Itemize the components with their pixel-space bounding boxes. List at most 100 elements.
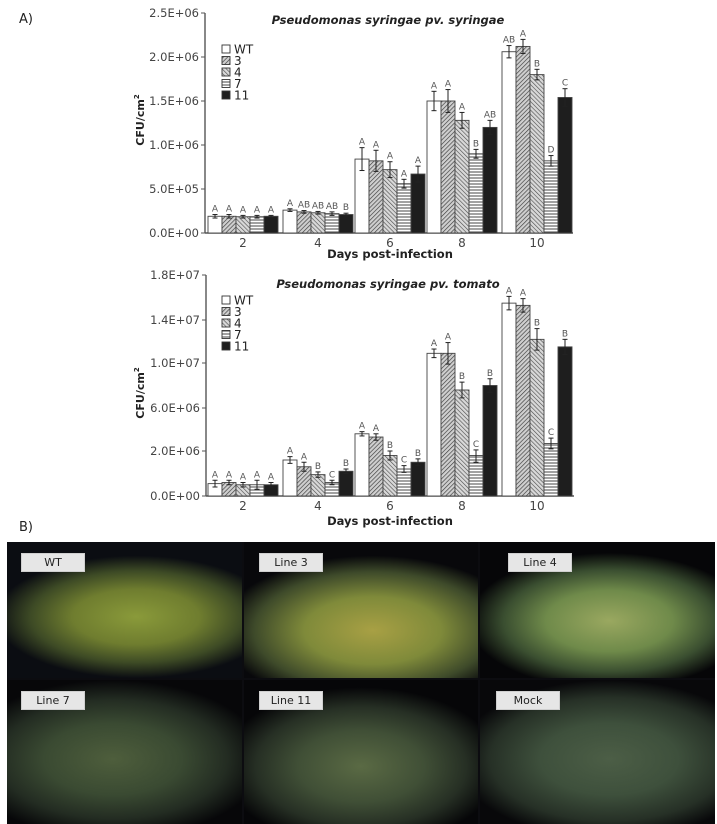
photo-label: Line 4 (508, 553, 572, 572)
legend-entry: 7 (234, 77, 242, 91)
significance-letter: A (240, 473, 247, 483)
bar (515, 304, 531, 497)
legend-entry: 4 (234, 317, 242, 331)
photo-label: Mock (496, 691, 560, 710)
x-tick-label: 10 (529, 236, 544, 250)
significance-letter: A (240, 205, 247, 215)
significance-letter: A (268, 473, 275, 483)
significance-letter: A (387, 152, 394, 162)
significance-letter: C (562, 79, 568, 89)
photo-line-7: Line 7 (7, 680, 242, 824)
bar (557, 346, 573, 497)
legend-entry: 11 (234, 340, 249, 354)
significance-letter: B (459, 372, 465, 382)
bar (396, 183, 412, 234)
bar (501, 302, 517, 497)
bar (338, 214, 354, 234)
significance-letter: A (301, 452, 308, 462)
bar (482, 385, 498, 497)
bar (410, 461, 426, 497)
significance-letter: AB (484, 110, 496, 120)
photo-label: Line 3 (259, 553, 323, 572)
photo-wt: WT (7, 542, 242, 678)
significance-letter: A (401, 169, 408, 179)
significance-letter: A (287, 447, 294, 457)
x-tick-label: 10 (529, 499, 544, 513)
significance-letter: C (329, 470, 335, 480)
significance-letter: AB (312, 201, 324, 211)
bar (221, 215, 237, 234)
significance-letter: B (343, 203, 349, 213)
bar (426, 352, 442, 497)
significance-letter: D (548, 146, 555, 156)
bar (440, 352, 456, 497)
bar (282, 209, 298, 234)
bar (501, 51, 517, 234)
significance-letter: A (459, 102, 466, 112)
x-axis-label: Days post-infection (327, 514, 453, 528)
significance-letter: A (254, 470, 261, 480)
legend-entry: WT (234, 43, 254, 57)
significance-letter: AB (326, 202, 338, 212)
bar (235, 216, 251, 234)
significance-letter: A (520, 289, 527, 299)
bar (249, 216, 265, 234)
bar (354, 433, 370, 497)
photo-label: Line 7 (21, 691, 85, 710)
significance-letter: B (534, 59, 540, 69)
y-tick-label: 2.5E+06 (149, 6, 199, 20)
significance-letter: B (473, 139, 479, 149)
significance-letter: A (431, 339, 438, 349)
y-axis-label: CFU/cm2 (133, 94, 147, 146)
photo-mock: Mock (480, 680, 715, 824)
x-tick-label: 2 (239, 499, 247, 513)
significance-letter: B (487, 369, 493, 379)
x-tick-label: 4 (314, 236, 322, 250)
photo-label: Line 11 (259, 691, 323, 710)
y-tick-label: 0.0E+00 (149, 226, 199, 240)
y-tick-label: 1.5E+06 (149, 94, 199, 108)
significance-letter: B (387, 441, 393, 451)
chart-tomato: Pseudomonas syringae pv. tomato 0.0E+00 2.… (133, 268, 574, 528)
bar (310, 212, 326, 234)
bar (529, 338, 545, 497)
bar (529, 74, 545, 234)
bar (338, 470, 354, 497)
significance-letter: A (415, 156, 422, 166)
chart-syringae: Pseudomonas syringae pv. syringae 0.0E+00… (133, 6, 573, 261)
significance-letter: A (226, 470, 233, 480)
significance-letter: A (212, 205, 219, 215)
y-tick-label: 2.0E+06 (150, 444, 200, 458)
y-tick-label: 0.0E+00 (150, 489, 200, 503)
x-tick-label: 4 (314, 499, 322, 513)
y-axis-label: CFU/cm2 (133, 367, 147, 419)
significance-letter: A (520, 29, 527, 39)
significance-letter: B (534, 319, 540, 329)
x-axis-label: Days post-infection (327, 247, 453, 261)
y-tick-label: 1.8E+07 (150, 268, 200, 282)
legend-entry: 3 (234, 305, 242, 319)
bar (368, 436, 384, 497)
photo-line-3: Line 3 (244, 542, 478, 678)
bar (515, 45, 531, 234)
bar (310, 474, 326, 497)
significance-letter: B (343, 459, 349, 469)
significance-letter: A (287, 199, 294, 209)
significance-letter: A (212, 470, 219, 480)
significance-letter: A (373, 140, 380, 150)
x-tick-label: 6 (386, 499, 394, 513)
significance-letter: A (373, 424, 380, 434)
significance-letter: C (401, 456, 407, 466)
significance-letter: A (268, 205, 275, 215)
bar (482, 126, 498, 234)
bar (382, 169, 398, 234)
significance-letter: C (548, 428, 554, 438)
bar (296, 211, 312, 234)
significance-letter: B (562, 329, 568, 339)
chart-title: Pseudomonas syringae pv. syringae (272, 13, 505, 27)
significance-letter: A (506, 286, 513, 296)
bar (207, 215, 223, 234)
bar (543, 160, 559, 234)
photo-label: WT (21, 553, 85, 572)
panel-a-label: A) (19, 12, 33, 27)
